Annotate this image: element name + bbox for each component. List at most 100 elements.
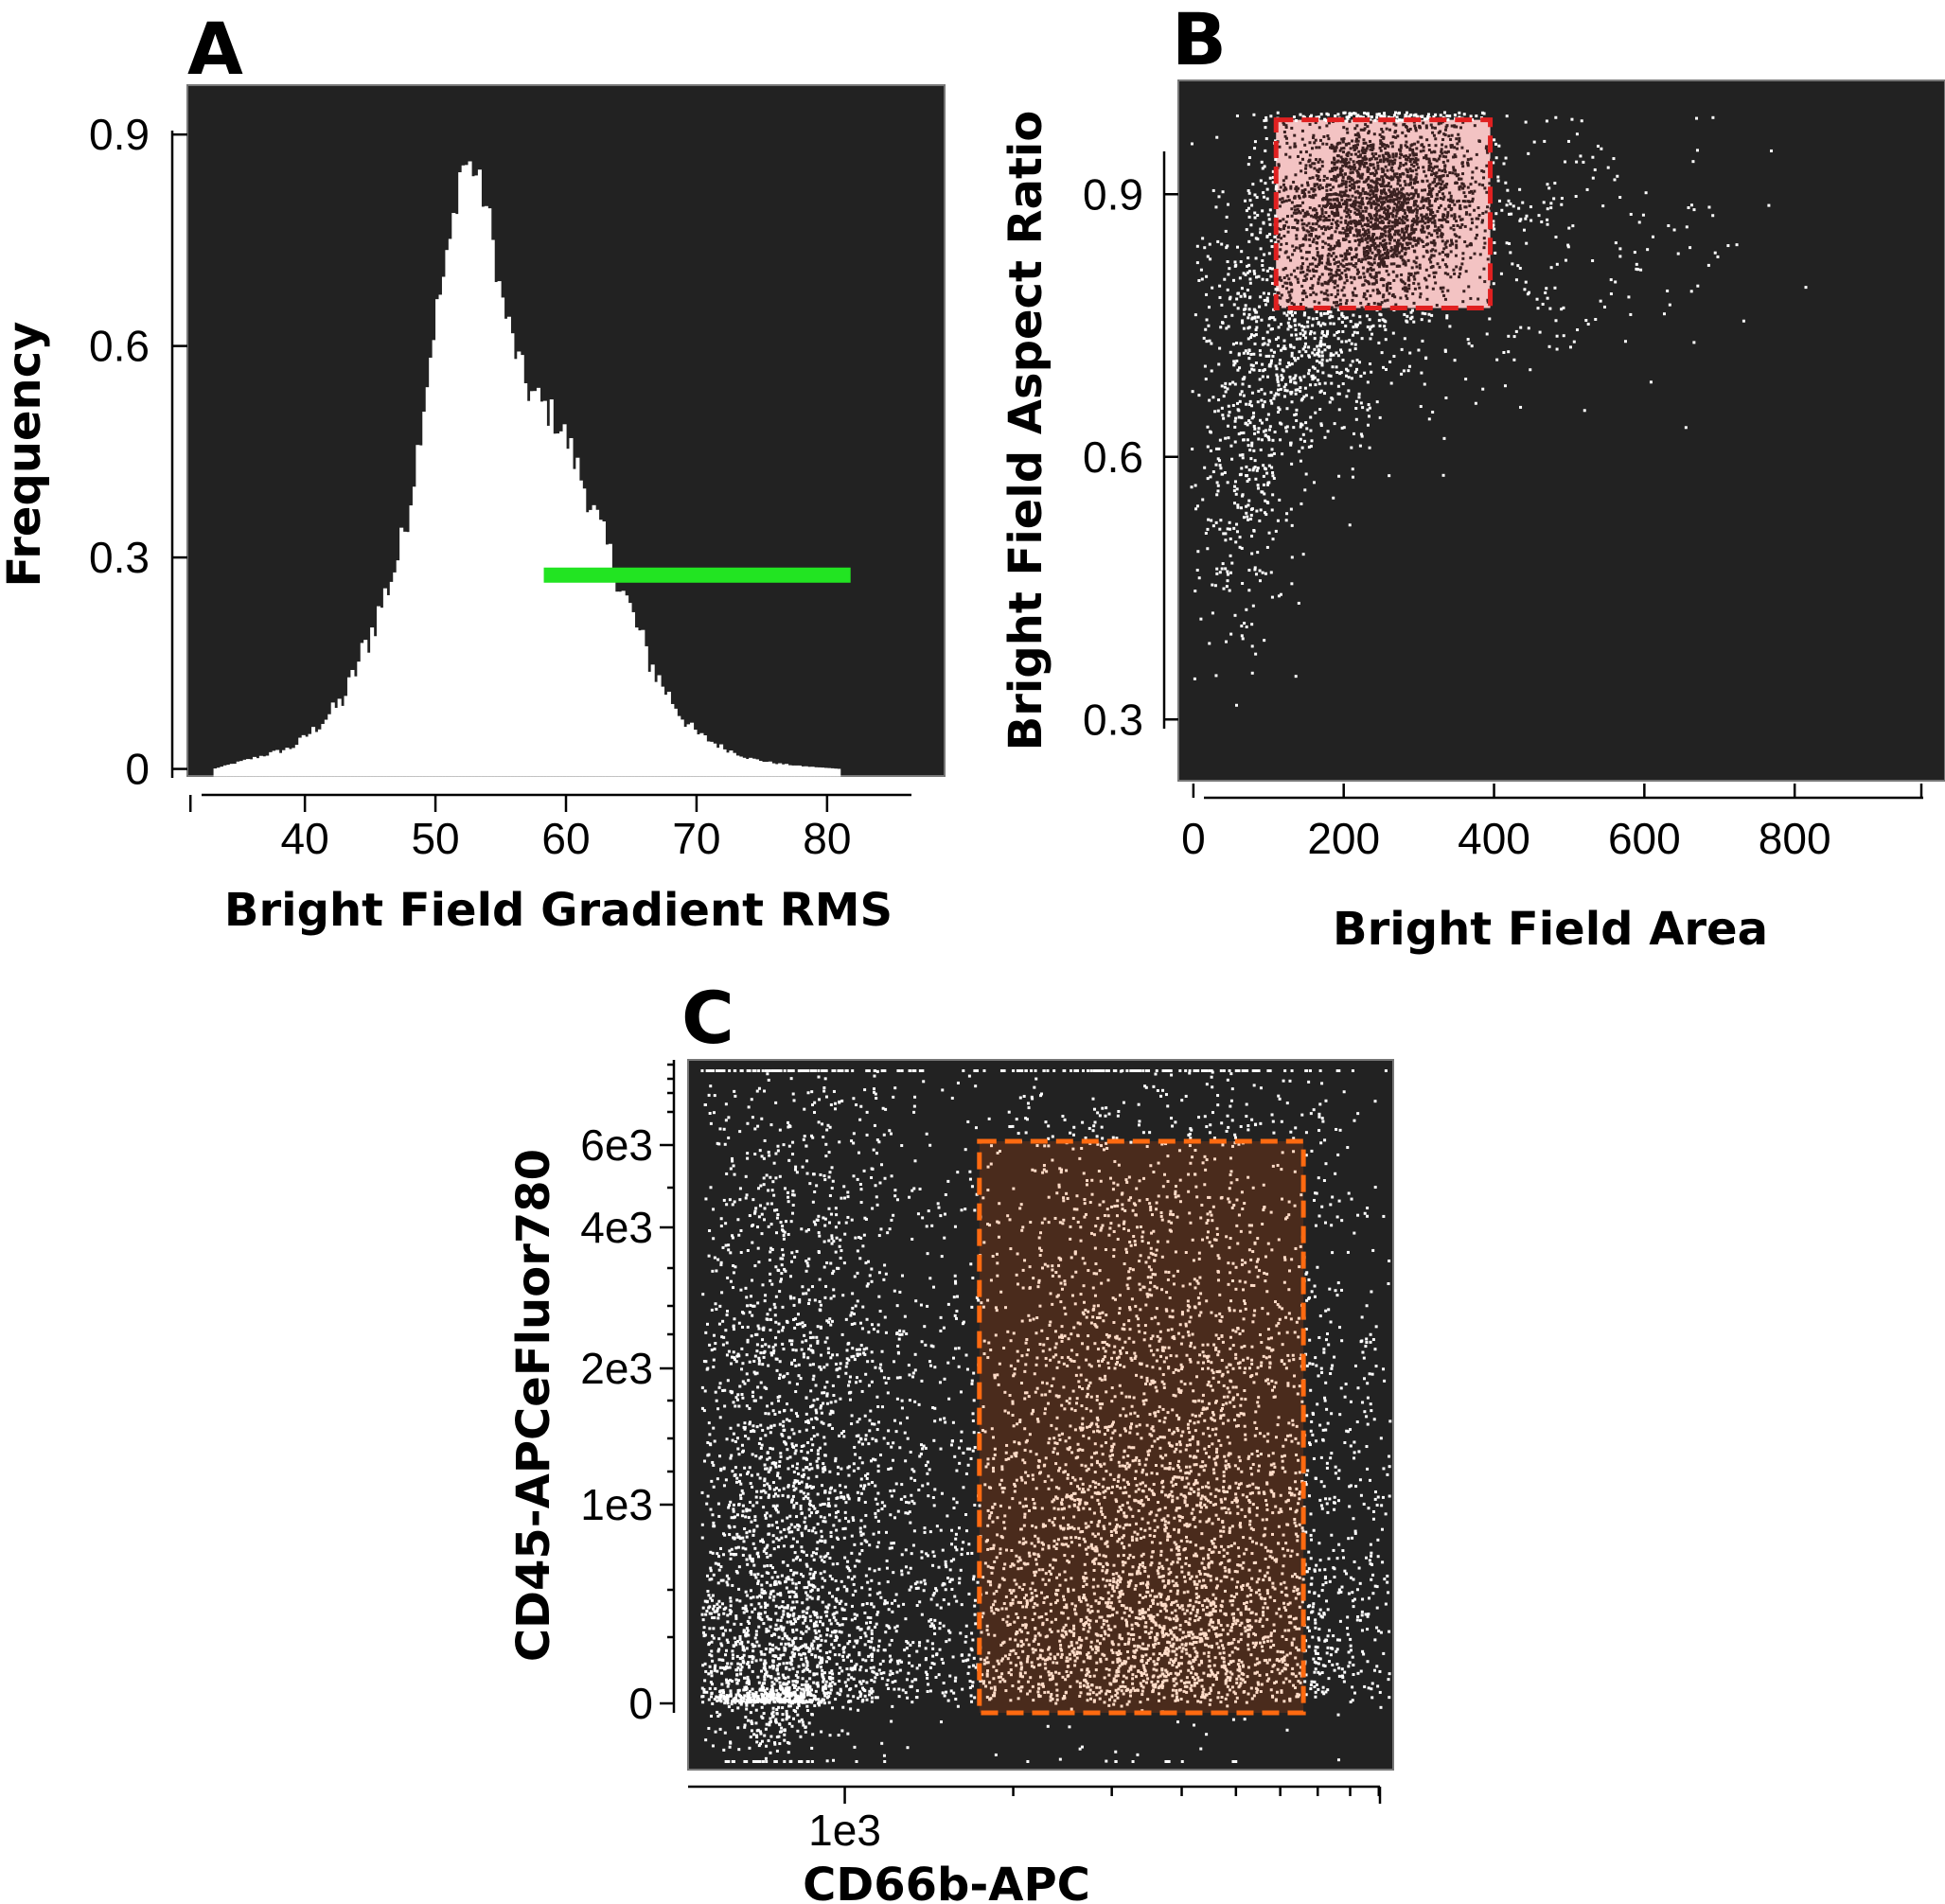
scatter-point — [1339, 155, 1343, 159]
scatter-point — [1387, 200, 1390, 203]
scatter-point — [1290, 288, 1294, 291]
scatter-point — [1368, 318, 1371, 322]
scatter-point — [780, 1433, 784, 1437]
scatter-point — [1716, 255, 1720, 258]
scatter-point — [1427, 257, 1431, 261]
scatter-point — [1364, 123, 1368, 127]
scatter-point — [1574, 195, 1578, 199]
scatter-point — [1471, 197, 1475, 201]
scatter-point — [834, 1698, 838, 1701]
panel-b: B 0.30.60.9 0 200 400 600 800 Bright Field A… — [999, 0, 1945, 956]
scatter-point — [867, 1331, 871, 1334]
scatter-point — [1360, 224, 1364, 228]
scatter-point — [879, 1453, 883, 1456]
scatter-point — [1300, 398, 1303, 402]
scatter-point — [1255, 275, 1259, 279]
scatter-point — [1293, 377, 1297, 380]
scatter-point — [732, 1509, 735, 1513]
histogram-bar — [823, 767, 828, 777]
scatter-point — [1311, 284, 1315, 288]
scatter-point — [1441, 169, 1444, 173]
scatter-point — [895, 1624, 899, 1628]
histogram-bar — [582, 488, 587, 777]
scatter-point — [1232, 303, 1236, 307]
scatter-point — [1233, 382, 1237, 386]
scatter-point — [793, 1452, 797, 1455]
scatter-point — [1405, 230, 1408, 234]
scatter-point — [1325, 261, 1329, 265]
scatter-point — [1280, 378, 1283, 381]
scatter-point — [1247, 296, 1251, 300]
scatter-point — [1364, 206, 1368, 210]
scatter-point — [1216, 239, 1220, 243]
y-ticks: 00.30.60.9 — [89, 110, 187, 794]
scatter-point — [1380, 201, 1384, 204]
scatter-point — [800, 1687, 804, 1691]
scatter-point — [778, 1663, 782, 1666]
scatter-point — [1353, 196, 1357, 200]
histogram-bar — [233, 764, 238, 777]
scatter-point — [1471, 220, 1475, 224]
histogram-bar — [732, 752, 736, 777]
scatter-point — [1282, 311, 1286, 315]
scatter-point — [1402, 208, 1406, 212]
scatter-point — [873, 1074, 876, 1078]
scatter-point — [1486, 205, 1490, 209]
scatter-point — [711, 1616, 715, 1620]
scatter-point — [751, 1595, 755, 1599]
scatter-point — [1217, 398, 1221, 402]
scatter-point — [1374, 216, 1378, 220]
scatter-point — [1317, 235, 1321, 238]
scatter-point — [831, 1410, 835, 1414]
scatter-point — [1376, 161, 1380, 165]
scatter-point — [922, 1444, 926, 1448]
scatter-point — [892, 1095, 895, 1099]
scatter-point — [1353, 201, 1356, 204]
scatter-point — [946, 1179, 950, 1183]
scatter-point — [1414, 200, 1418, 203]
scatter-point — [725, 1353, 729, 1357]
histogram-bar — [810, 767, 815, 777]
scatter-point — [772, 1488, 776, 1491]
scatter-point — [722, 1484, 726, 1488]
scatter-point — [1310, 396, 1314, 399]
scatter-point — [892, 1542, 895, 1545]
scatter-point — [767, 1151, 770, 1155]
scatter-point — [1402, 238, 1406, 242]
scatter-point — [1245, 473, 1248, 477]
scatter-point — [1295, 189, 1299, 193]
scatter-point — [1333, 174, 1336, 178]
scatter-point — [1348, 165, 1352, 168]
scatter-point — [884, 1331, 888, 1334]
scatter-point — [1374, 197, 1378, 201]
scatter-point — [1250, 441, 1254, 445]
scatter-point — [1338, 231, 1342, 235]
scatter-point — [1351, 467, 1354, 471]
scatter-point — [1211, 583, 1214, 587]
scatter-point — [1350, 377, 1353, 380]
scatter-point — [728, 1533, 732, 1537]
scatter-point — [1435, 197, 1439, 201]
scatter-point — [1242, 431, 1246, 434]
scatter-point — [1444, 240, 1448, 244]
scatter-point — [803, 1520, 806, 1524]
scatter-point — [1299, 459, 1302, 463]
scatter-point — [906, 1437, 910, 1440]
scatter-point — [1416, 180, 1420, 184]
scatter-point — [1243, 312, 1247, 316]
scatter-point — [1257, 274, 1261, 278]
scatter-point — [1430, 254, 1434, 257]
scatter-point — [1594, 318, 1598, 322]
scatter-point — [1391, 209, 1395, 213]
scatter-point — [1339, 262, 1343, 266]
scatter-point — [1411, 157, 1415, 161]
histogram-bar — [605, 544, 610, 777]
scatter-point — [812, 1610, 816, 1613]
scatter-point — [1446, 211, 1450, 215]
scatter-point — [788, 1455, 792, 1459]
scatter-point — [1313, 187, 1317, 191]
scatter-point — [783, 1633, 787, 1637]
scatter-point — [766, 1072, 769, 1076]
scatter-point — [763, 1138, 767, 1142]
scatter-point — [784, 1677, 787, 1681]
